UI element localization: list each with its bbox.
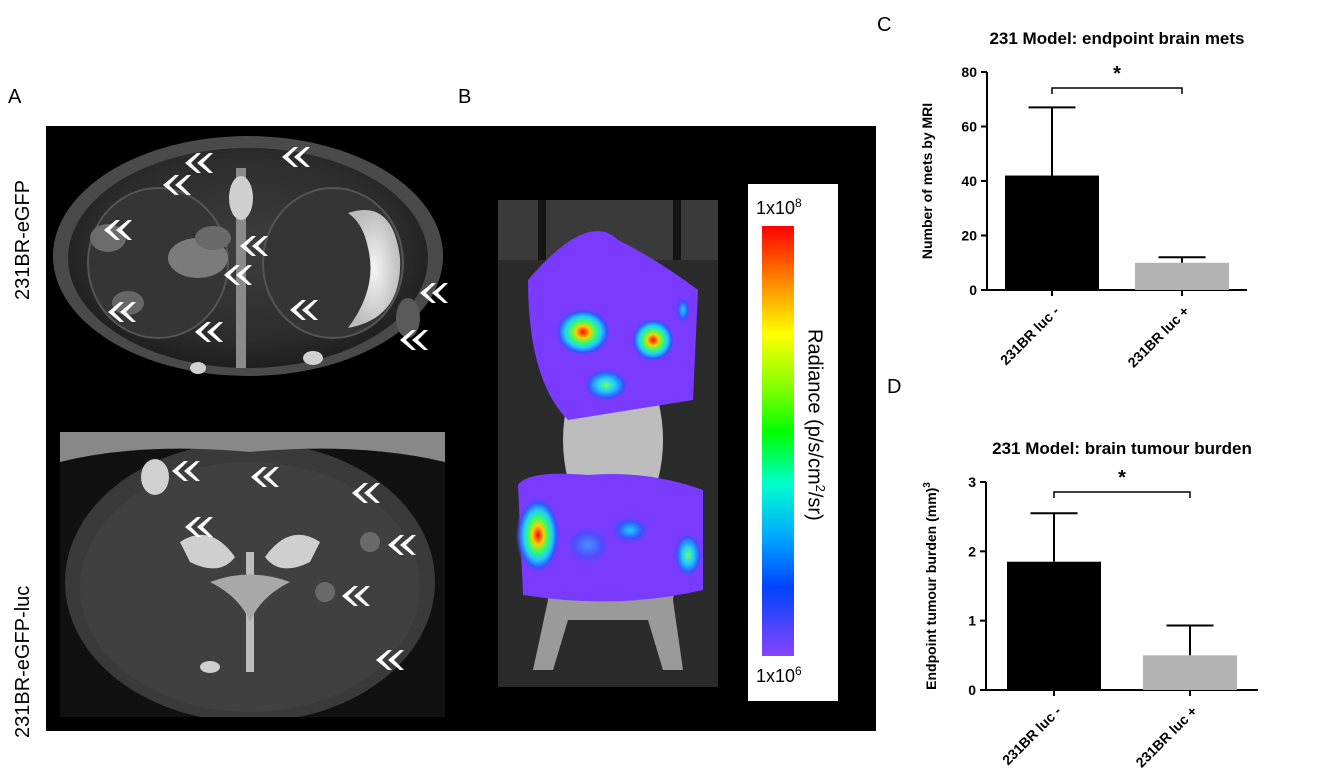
arrowhead-marker-icon (185, 153, 213, 173)
y-axis-label-exponent: 3 (922, 482, 933, 488)
bioluminescence-image (498, 200, 718, 687)
arrowhead-marker-icon (240, 236, 268, 256)
panel-letter-b: B (458, 86, 472, 108)
arrowhead-marker-icon (172, 461, 200, 481)
row-label-egfp-luc: 231BR-eGFP-luc (12, 585, 34, 738)
colorbar-title: Radiance (p/s/cm2/sr) (803, 329, 828, 521)
arrowhead-marker-icon (388, 535, 416, 555)
significance-bracket (1053, 491, 1191, 498)
y-tick-label: 2 (968, 543, 976, 559)
bar (1005, 175, 1099, 290)
chart-c: 231 Model: endpoint brain mets 0 20 40 60 80 N… (919, 29, 1247, 371)
arrowhead-marker-icon (420, 283, 448, 303)
significance-bracket (1051, 87, 1183, 94)
x-category-label: 231BR luc - (997, 303, 1062, 368)
x-category-label: 231BR luc + (1124, 303, 1192, 371)
colorbar-box: 1x108 1x106 Radiance (p/s/cm2/sr) (748, 184, 838, 701)
arrowhead-marker-icon (282, 147, 310, 167)
arrowhead-marker-icon (195, 322, 223, 342)
y-tick-label: 80 (961, 64, 977, 80)
chart-title: 231 Model: endpoint brain mets (989, 29, 1244, 48)
arrowhead-marker-icon (224, 265, 252, 285)
colorbar-min-label: 1x106 (756, 664, 802, 686)
bar (1135, 262, 1229, 290)
arrowhead-marker-icon (400, 330, 428, 350)
arrowhead-marker-icon (290, 300, 318, 320)
mri-scan-bottom (60, 432, 445, 717)
significance-star: * (1118, 467, 1126, 489)
y-tick-label: 3 (968, 474, 976, 490)
y-tick-label: 60 (961, 119, 977, 135)
panel-letter-a: A (8, 86, 22, 108)
y-tick-label: 0 (969, 282, 977, 298)
y-tick-label: 20 (961, 228, 977, 244)
arrowhead-marker-icon (185, 517, 213, 537)
x-category-label: 231BR luc - (999, 703, 1064, 768)
panel-letter-c: C (877, 14, 892, 36)
chart-title: 231 Model: brain tumour burden (992, 439, 1252, 458)
y-axis-label: Endpoint tumour burden (mm)3 (922, 482, 939, 690)
bar (1007, 561, 1101, 690)
y-axis-label: Number of mets by MRI (919, 103, 935, 259)
arrowhead-marker-icon (251, 467, 279, 487)
x-category-label: 231BR luc + (1132, 703, 1200, 771)
y-tick-label: 40 (961, 173, 977, 189)
mri-scan-top (48, 128, 448, 396)
colorbar-max-label: 1x108 (756, 196, 802, 218)
row-label-egfp: 231BR-eGFP (12, 179, 34, 300)
arrowhead-marker-icon (376, 650, 404, 670)
arrowhead-marker-icon (342, 586, 370, 606)
arrowhead-marker-icon (108, 302, 136, 322)
y-tick-label: 0 (968, 682, 976, 698)
panel-letter-d: D (887, 376, 902, 398)
chart-d: 231 Model: brain tumour burden0123Endpoi… (922, 439, 1258, 771)
arrowhead-marker-icon (352, 483, 380, 503)
arrowhead-marker-icon (104, 220, 132, 240)
y-tick-label: 1 (968, 613, 976, 629)
significance-star: * (1113, 63, 1121, 85)
bar (1143, 655, 1237, 690)
arrowhead-marker-icon (163, 175, 191, 195)
colorbar-gradient (762, 226, 794, 656)
